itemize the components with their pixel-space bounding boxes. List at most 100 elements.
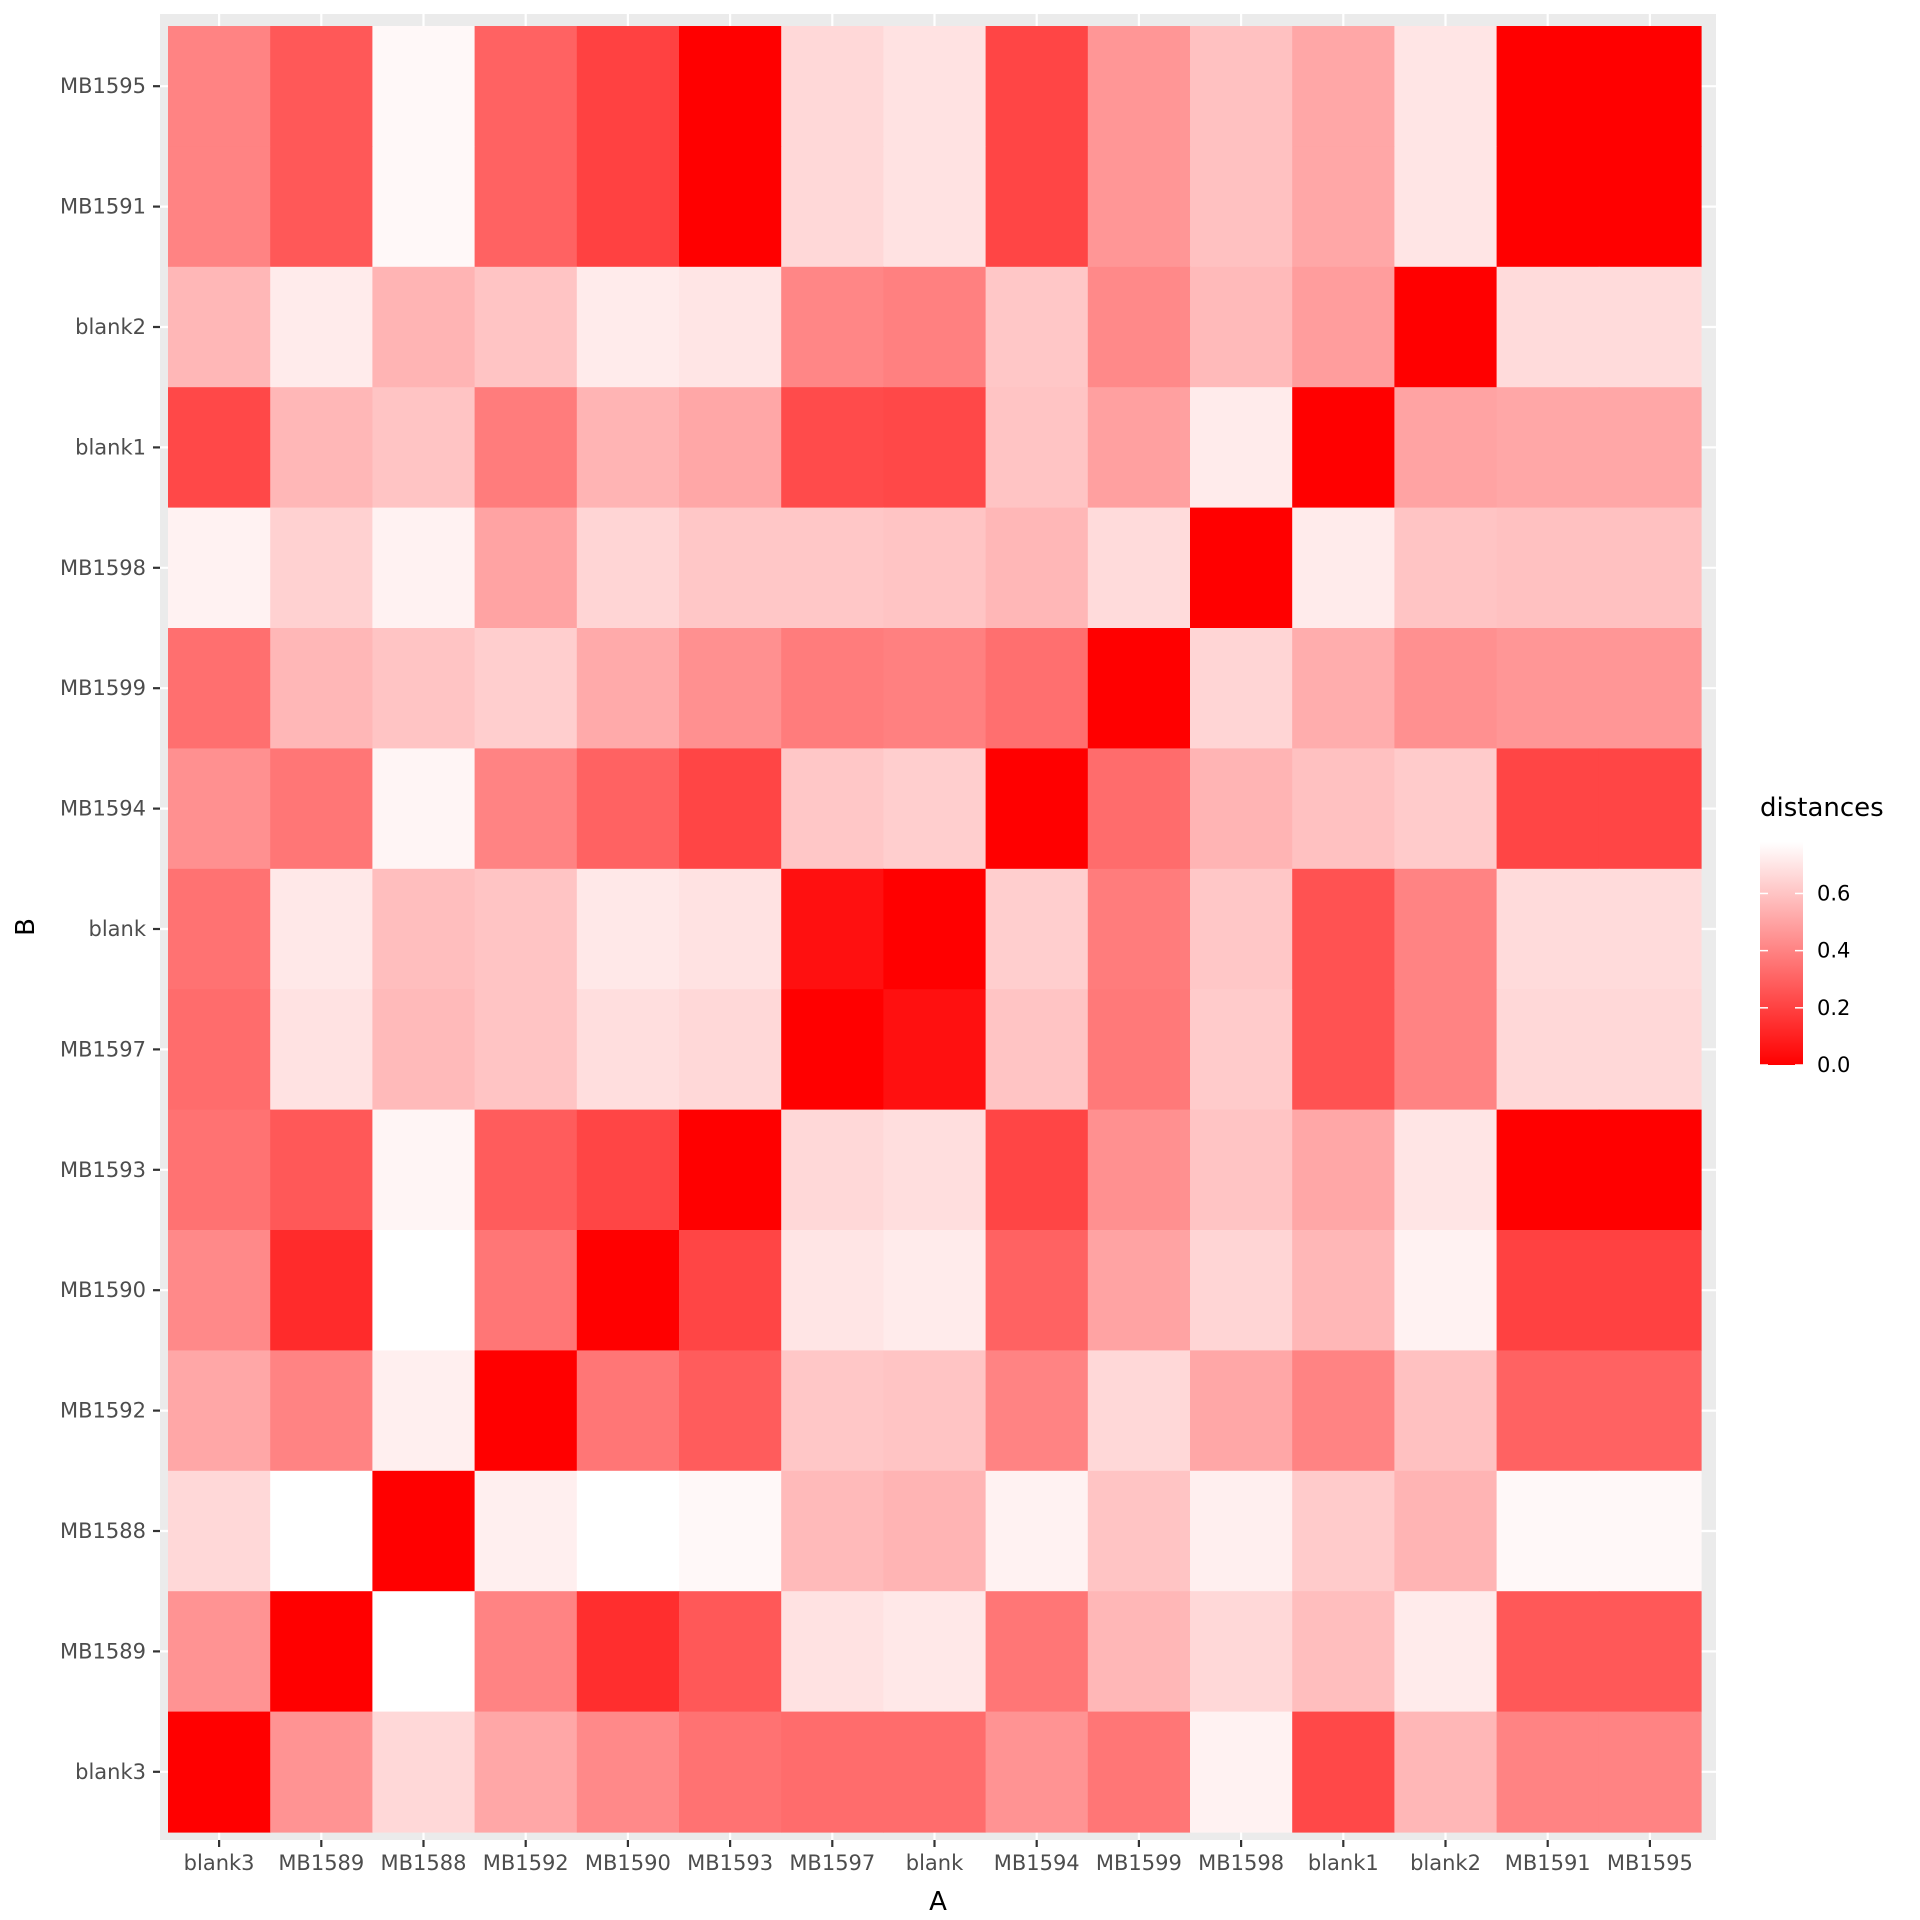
heatmap-cell bbox=[1496, 26, 1600, 147]
legend-ticks: 0.0 0.2 0.4 0.6 bbox=[1760, 881, 1850, 1077]
heatmap-cell bbox=[883, 868, 987, 990]
heatmap-cell bbox=[883, 387, 987, 509]
heatmap-cell bbox=[985, 1711, 1089, 1833]
x-tick-label: MB1595 bbox=[1607, 1851, 1693, 1875]
heatmap-cell bbox=[1598, 1230, 1702, 1351]
heatmap-cell bbox=[985, 868, 1089, 990]
heatmap-cell bbox=[576, 387, 680, 509]
heatmap-cell bbox=[781, 26, 884, 147]
heatmap-cell bbox=[985, 26, 1089, 147]
heatmap-cell bbox=[372, 1470, 476, 1592]
legend-colorbar bbox=[1760, 842, 1803, 1065]
heatmap-cell bbox=[781, 628, 884, 749]
heatmap-cell bbox=[474, 146, 578, 268]
heatmap-cell bbox=[1292, 748, 1395, 870]
x-axis-title: A bbox=[929, 1887, 947, 1917]
x-tick-label: MB1593 bbox=[687, 1851, 773, 1875]
heatmap-cell bbox=[883, 1591, 987, 1713]
heatmap-cell bbox=[372, 1350, 476, 1472]
heatmap-cell bbox=[1496, 266, 1600, 388]
heatmap-cell bbox=[372, 26, 476, 147]
heatmap-cell bbox=[985, 1591, 1089, 1713]
heatmap-cell bbox=[372, 1591, 476, 1713]
heatmap-cell bbox=[576, 266, 680, 388]
heatmap-cell bbox=[985, 266, 1089, 388]
heatmap-cell bbox=[679, 1470, 782, 1592]
heatmap-cell bbox=[372, 387, 476, 509]
heatmap-cell bbox=[1394, 1230, 1498, 1351]
heatmap-cell bbox=[1087, 1470, 1191, 1592]
x-tick-label: blank3 bbox=[184, 1851, 255, 1875]
heatmap-cell bbox=[1190, 989, 1293, 1111]
y-tick-label: MB1589 bbox=[60, 1639, 146, 1663]
heatmap-cell bbox=[168, 266, 271, 388]
legend-tick-label: 0.6 bbox=[1817, 881, 1850, 905]
heatmap-cell bbox=[1496, 146, 1600, 268]
heatmap-cell bbox=[1496, 1711, 1600, 1833]
heatmap-cell bbox=[1087, 1711, 1191, 1833]
heatmap-cell bbox=[883, 26, 987, 147]
heatmap-cell bbox=[1292, 1350, 1395, 1472]
heatmap-cell bbox=[679, 989, 782, 1111]
heatmap-cell bbox=[883, 1711, 987, 1833]
heatmap-cell bbox=[372, 748, 476, 870]
heatmap-cell bbox=[270, 387, 373, 509]
heatmap-cell bbox=[1190, 507, 1293, 629]
heatmap-cell bbox=[576, 748, 680, 870]
heatmap-cell bbox=[474, 387, 578, 509]
heatmap-cell bbox=[474, 266, 578, 388]
heatmap-cell bbox=[576, 26, 680, 147]
heatmap-cell bbox=[270, 989, 373, 1111]
heatmap-cell bbox=[1190, 387, 1293, 509]
x-tick-label: MB1591 bbox=[1505, 1851, 1591, 1875]
heatmap-cell bbox=[985, 1109, 1089, 1231]
heatmap-cell bbox=[1598, 1470, 1702, 1592]
heatmap-cell bbox=[270, 146, 373, 268]
legend-title: distances bbox=[1760, 793, 1884, 823]
heatmap-cell bbox=[883, 1470, 987, 1592]
heatmap-cell bbox=[372, 868, 476, 990]
heatmap-cell bbox=[1496, 1230, 1600, 1351]
heatmap-cell bbox=[781, 989, 884, 1111]
heatmap-cell bbox=[679, 1591, 782, 1713]
heatmap-cell bbox=[1190, 1591, 1293, 1713]
heatmap-cell bbox=[1190, 146, 1293, 268]
heatmap-cell bbox=[270, 26, 373, 147]
heatmap-cell bbox=[474, 1470, 578, 1592]
heatmap-cell bbox=[1292, 507, 1395, 629]
x-tick-label: MB1592 bbox=[483, 1851, 569, 1875]
heatmap-cell bbox=[1394, 387, 1498, 509]
heatmap-cell bbox=[1087, 748, 1191, 870]
heatmap-cell bbox=[781, 266, 884, 388]
y-tick-label: MB1590 bbox=[60, 1278, 146, 1302]
x-tick-label: MB1597 bbox=[789, 1851, 875, 1875]
heatmap-cell bbox=[1087, 1230, 1191, 1351]
heatmap-cell bbox=[372, 1230, 476, 1351]
y-tick-label: blank3 bbox=[75, 1760, 146, 1784]
heatmap-cell bbox=[1087, 868, 1191, 990]
heatmap-cell bbox=[1190, 1109, 1293, 1231]
heatmap-cell bbox=[1190, 748, 1293, 870]
heatmap-cell bbox=[1292, 146, 1395, 268]
y-axis: MB1595 MB1591 blank2 blank1 MB1598 MB1599 MB15… bbox=[60, 74, 160, 1784]
heatmap-cell bbox=[1190, 26, 1293, 147]
y-tick-label: MB1599 bbox=[60, 676, 146, 700]
heatmap-cell bbox=[1190, 266, 1293, 388]
heatmap-cell bbox=[1394, 868, 1498, 990]
heatmap-cell bbox=[679, 26, 782, 147]
heatmap-cell bbox=[1394, 748, 1498, 870]
heatmap-cell bbox=[985, 989, 1089, 1111]
heatmap-cell bbox=[576, 1109, 680, 1231]
heatmap-cell bbox=[270, 1591, 373, 1713]
heatmap-cell bbox=[985, 628, 1089, 749]
heatmap-cell bbox=[576, 1711, 680, 1833]
heatmap-cell bbox=[168, 146, 271, 268]
heatmap-cell bbox=[372, 628, 476, 749]
heatmap-cell bbox=[1087, 628, 1191, 749]
heatmap-cell bbox=[474, 1230, 578, 1351]
heatmap-cell bbox=[781, 146, 884, 268]
heatmap-cell bbox=[1190, 1470, 1293, 1592]
y-axis-title: B bbox=[11, 918, 41, 936]
heatmap-cell bbox=[781, 1591, 884, 1713]
